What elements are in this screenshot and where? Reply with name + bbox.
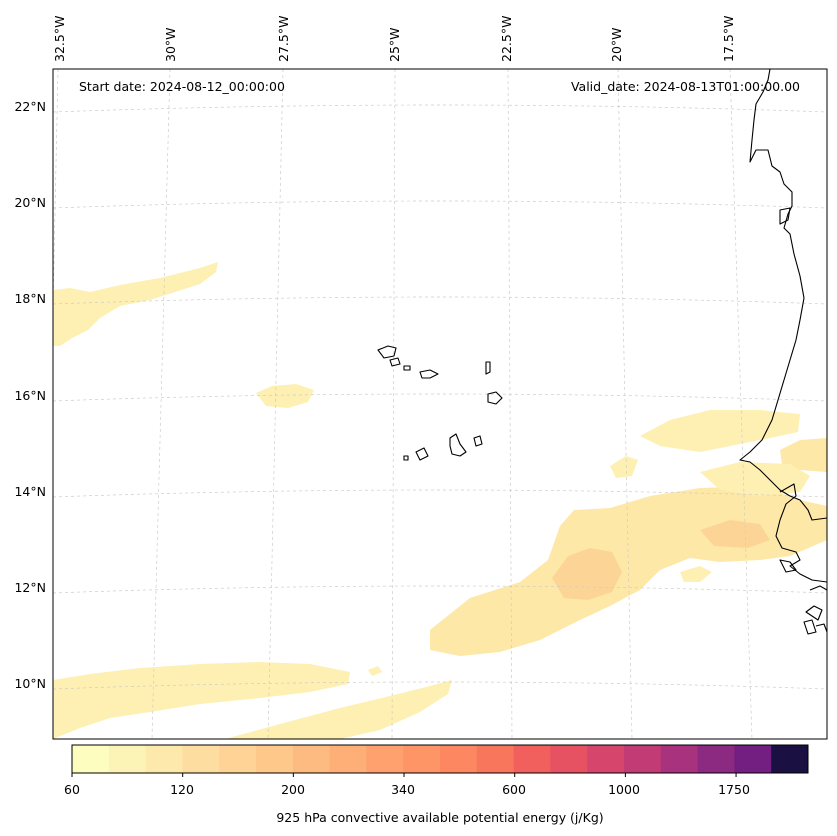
colorbar: 60 120 200 340 600 1000 1750 925 hPa con… [64, 744, 809, 825]
lon-label: 25°W [387, 27, 402, 62]
gambia-outline [779, 483, 797, 521]
colorbar-cell [734, 745, 772, 773]
bijagos-islands [779, 559, 797, 573]
graticule [53, 69, 827, 739]
lon-label: 22.5°W [499, 16, 514, 62]
island-santa-luzia [403, 365, 411, 371]
lat-label: 10°N [14, 676, 46, 691]
colorbar-cell [513, 745, 551, 773]
longitude-labels: 32.5°W 30°W 27.5°W 25°W 22.5°W 20°W 17.5… [52, 16, 736, 62]
lon-label: 32.5°W [52, 16, 67, 62]
cape-region-east-blob [640, 410, 800, 452]
colorbar-ticks [71, 773, 737, 777]
longitude-gridline [729, 69, 753, 739]
colorbar-cell [329, 745, 367, 773]
lon-label: 30°W [163, 27, 178, 62]
lon-label: 27.5°W [276, 16, 291, 62]
colorbar-cell [219, 745, 257, 773]
colorbar-cell [440, 745, 478, 773]
colorbar-cell [403, 745, 441, 773]
island-santiago [449, 433, 467, 457]
cape-region-small-south [680, 566, 712, 582]
colorbar-tick-label: 60 [64, 782, 80, 797]
map-frame [52, 68, 828, 740]
lat-label: 12°N [14, 580, 46, 595]
lon-label: 17.5°W [721, 16, 736, 62]
cape-region-inland [700, 462, 810, 496]
valid-date-label: Valid_date: 2024-08-13T01:00:00.00 [571, 79, 800, 94]
colorbar-cell [145, 745, 183, 773]
lat-label: 22°N [14, 99, 46, 114]
cape-region-south-band [225, 680, 452, 739]
colorbar-cell [660, 745, 699, 773]
cape-region-southwest-band [53, 662, 350, 739]
colorbar-cell [624, 745, 662, 773]
island-sao-nicolau [419, 369, 439, 379]
colorbar-cell [292, 745, 331, 773]
island-sao-vicente [389, 357, 401, 367]
colorbar-cell [476, 745, 515, 773]
cape-region-mid-blob [256, 384, 314, 408]
colorbar-cell [72, 745, 110, 773]
longitude-gridline [617, 69, 633, 739]
island-santo-antao [377, 345, 397, 359]
colorbar-cell [182, 745, 220, 773]
colorbar-cell [587, 745, 625, 773]
longitude-gridline [151, 69, 171, 739]
canary-tip [779, 207, 791, 225]
colorbar-cells [72, 745, 809, 773]
island-boa-vista [487, 391, 503, 405]
longitude-gridline [507, 69, 513, 739]
cape-region-northwest-band [53, 262, 218, 346]
colorbar-tick-label: 600 [502, 782, 526, 797]
guinea-coast [803, 585, 827, 635]
african-coastline [739, 69, 827, 521]
coastlines [739, 69, 827, 635]
start-date-label: Start date: 2024-08-12_00:00:00 [79, 79, 285, 94]
latitude-gridline [53, 104, 827, 113]
longitude-gridline [391, 69, 396, 739]
cape-region-east-edge [780, 438, 827, 472]
colorbar-tick-label: 120 [170, 782, 194, 797]
colorbar-cell [108, 745, 147, 773]
lat-label: 16°N [14, 388, 46, 403]
island-brava [403, 455, 409, 461]
latitude-gridline [53, 681, 827, 690]
lat-label: 20°N [14, 195, 46, 210]
colorbar-cell [697, 745, 735, 773]
island-sal [485, 361, 491, 375]
cape-filled-contours [53, 262, 827, 739]
lat-label: 14°N [14, 484, 46, 499]
cape-verde-islands [377, 345, 503, 461]
colorbar-tick-label: 1000 [608, 782, 640, 797]
colorbar-cell [550, 745, 588, 773]
colorbar-frame [71, 744, 809, 774]
cape-region-senegal-mid [700, 520, 770, 548]
map-content [53, 69, 827, 739]
colorbar-tick-label: 340 [391, 782, 415, 797]
colorbar-tick-label: 1750 [718, 782, 750, 797]
latitude-gridline [53, 200, 827, 209]
colorbar-tick-label: 200 [281, 782, 305, 797]
colorbar-label: 925 hPa convective available potential e… [276, 810, 603, 825]
latitude-gridline [53, 393, 827, 402]
latitude-gridline [53, 585, 827, 594]
colorbar-cell [771, 745, 809, 773]
island-fogo [415, 447, 429, 461]
latitude-labels: 22°N 20°N 18°N 16°N 14°N 12°N 10°N [14, 99, 46, 691]
lon-label: 20°W [609, 27, 624, 62]
cape-region-small-speck [368, 666, 382, 676]
cape-region-small-east [610, 456, 638, 478]
longitude-gridline [267, 69, 284, 739]
island-maio [473, 435, 483, 447]
colorbar-tick-labels: 60 120 200 340 600 1000 1750 [64, 782, 750, 797]
guinea-bissau-coast [775, 519, 827, 583]
latitude-gridline [53, 489, 827, 498]
colorbar-cell [256, 745, 294, 773]
latitude-gridline [53, 296, 827, 305]
colorbar-cell [366, 745, 404, 773]
lat-label: 18°N [14, 291, 46, 306]
